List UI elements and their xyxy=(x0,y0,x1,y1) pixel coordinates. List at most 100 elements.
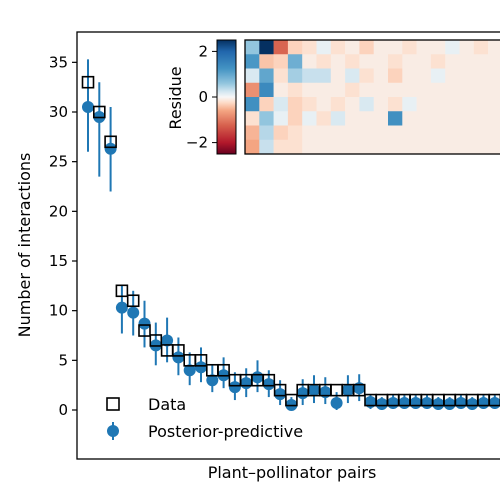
heatmap-cell xyxy=(388,68,403,84)
colorbar xyxy=(216,39,237,155)
heatmap-cell xyxy=(373,68,389,84)
heatmap-cell xyxy=(430,40,446,55)
heatmap-cell xyxy=(245,68,260,84)
data-point xyxy=(126,294,140,308)
predictive-point xyxy=(262,378,275,391)
data-point xyxy=(488,393,500,407)
heatmap-cell xyxy=(273,97,289,112)
heatmap-cell xyxy=(488,139,500,155)
heatmap-cell xyxy=(287,125,303,141)
legend-label-predictive: Posterior-predictive xyxy=(148,422,303,441)
heatmap-cell xyxy=(359,54,374,69)
heatmap-cell xyxy=(316,40,332,55)
heatmap-cell xyxy=(488,97,500,112)
heatmap-cell xyxy=(416,82,432,98)
heatmap-cell xyxy=(287,54,303,69)
heatmap-cell xyxy=(373,111,389,126)
heatmap-cell xyxy=(345,54,360,69)
heatmap-cell xyxy=(245,139,260,155)
heatmap-cell xyxy=(316,68,332,84)
heatmap-cell xyxy=(402,139,417,155)
y-tick-label: 5 xyxy=(58,351,68,369)
heatmap-cell xyxy=(388,125,403,141)
heatmap-cell xyxy=(445,97,460,112)
y-tick-label: 20 xyxy=(49,202,68,220)
heatmap-cell xyxy=(359,125,374,141)
y-tick-label: 0 xyxy=(58,401,68,419)
colorbar-tick-label: 0 xyxy=(198,88,208,106)
heatmap-cell xyxy=(287,97,303,112)
heatmap-cell xyxy=(287,68,303,84)
heatmap-cell xyxy=(459,139,475,155)
heatmap-cell xyxy=(359,40,374,55)
heatmap-cell xyxy=(259,54,274,69)
heatmap-cell xyxy=(402,111,417,126)
heatmap-cell xyxy=(430,111,446,126)
heatmap-cell xyxy=(330,68,346,84)
heatmap-cell xyxy=(287,82,303,98)
predictive-point xyxy=(432,398,445,411)
colorbar-ticks: 2 0 −2 xyxy=(186,42,217,152)
heatmap-cell xyxy=(330,82,346,98)
predictive-point xyxy=(138,317,151,330)
heatmap-cell xyxy=(302,139,317,155)
heatmap-cell xyxy=(316,82,332,98)
heatmap-cell xyxy=(488,68,500,84)
data-point xyxy=(93,105,106,119)
predictive-point xyxy=(330,397,343,410)
heatmap-cell xyxy=(416,54,432,69)
predictive-point xyxy=(172,351,185,364)
heatmap-cell xyxy=(330,97,346,112)
heatmap-cell xyxy=(302,82,317,98)
heatmap-cell xyxy=(373,54,389,69)
heatmap-cell xyxy=(259,40,274,55)
y-axis-ticks: 0 5 10 15 20 25 30 35 xyxy=(49,53,77,419)
predictive-point xyxy=(308,384,320,397)
colorbar-tick-label: −2 xyxy=(186,134,208,152)
heatmap-cell xyxy=(273,111,289,126)
predictive-point xyxy=(409,397,422,410)
predictive-point xyxy=(127,306,140,319)
inset-residue-plot: 2 0 −2 Residue xyxy=(162,35,500,160)
x-axis-label: Plant–pollinator pairs xyxy=(208,463,377,482)
y-tick-label: 25 xyxy=(49,153,68,171)
heatmap-cell xyxy=(445,125,460,141)
predictive-point xyxy=(296,387,309,400)
heatmap-cell xyxy=(488,40,500,55)
heatmap-cell xyxy=(430,97,446,112)
heatmap-cell xyxy=(359,97,374,112)
predictive-point xyxy=(183,364,196,377)
predictive-point xyxy=(251,371,264,384)
heatmap-cell xyxy=(345,139,360,155)
heatmap-cell xyxy=(445,111,460,126)
heatmap-cell xyxy=(302,111,317,126)
heatmap-cell xyxy=(245,111,260,126)
heatmap-cell xyxy=(473,139,489,155)
heatmap-cell xyxy=(388,111,403,126)
heatmap-cell xyxy=(388,139,403,155)
heatmap-cell xyxy=(373,82,389,98)
heatmap-cell xyxy=(273,139,289,155)
y-tick-label: 15 xyxy=(49,252,68,270)
heatmap-cell xyxy=(316,111,332,126)
heatmap-cell xyxy=(459,54,475,69)
heatmap-cell xyxy=(345,125,360,141)
heatmap-cell xyxy=(402,125,417,141)
data-point xyxy=(104,135,117,149)
heatmap-frame xyxy=(244,39,500,155)
heatmap-cell xyxy=(345,97,360,112)
data-point xyxy=(172,344,185,357)
heatmap-cell xyxy=(473,40,489,55)
colorbar-tick-label: 2 xyxy=(198,42,208,60)
heatmap-cell xyxy=(388,82,403,98)
y-tick-label: 35 xyxy=(49,53,68,71)
plot-frame xyxy=(76,31,500,460)
heatmap-cell xyxy=(488,82,500,98)
heatmap-cell xyxy=(373,125,389,141)
predictive-point xyxy=(274,388,287,401)
heatmap-cell xyxy=(445,139,460,155)
heatmap-cell xyxy=(430,82,446,98)
heatmap-cell xyxy=(459,40,475,55)
data-point xyxy=(115,284,129,298)
